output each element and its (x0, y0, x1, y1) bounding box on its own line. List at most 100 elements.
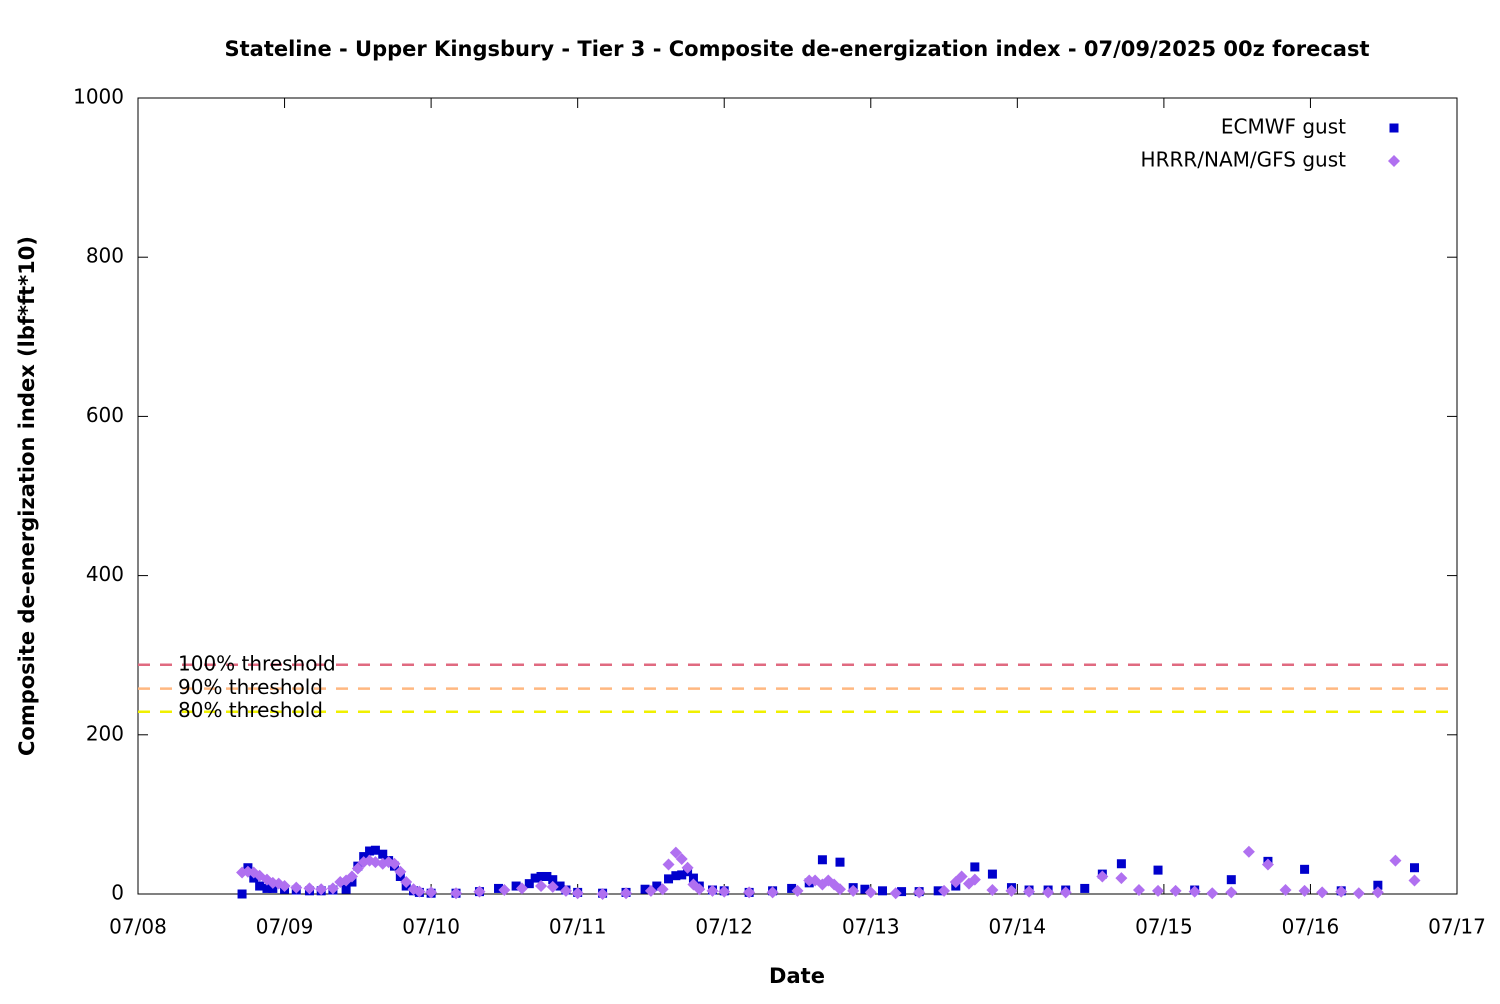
data-point (1242, 845, 1255, 858)
data-point (847, 884, 860, 897)
data-point (644, 884, 657, 897)
data-point (1408, 874, 1421, 887)
data-point (706, 884, 719, 897)
x-tick-label: 07/12 (695, 915, 753, 939)
y-tick-label: 600 (86, 403, 124, 427)
data-point (345, 870, 358, 883)
data-point (378, 849, 388, 859)
threshold-label: 80% threshold (178, 698, 323, 722)
data-point (677, 870, 687, 880)
data-point (743, 886, 756, 899)
data-point (688, 873, 698, 883)
data-point (1059, 886, 1072, 899)
data-point (1335, 885, 1348, 898)
data-point (341, 884, 351, 894)
data-point (546, 880, 559, 893)
data-point (1042, 886, 1055, 899)
data-point (1132, 884, 1145, 897)
data-point (303, 882, 316, 895)
data-point (278, 880, 291, 893)
data-point (524, 879, 534, 889)
x-tick-label: 07/10 (402, 915, 460, 939)
x-tick-label: 07/13 (842, 915, 900, 939)
threshold-label: 100% threshold (178, 651, 336, 675)
x-tick-label: 07/17 (1428, 915, 1486, 939)
legend-label: HRRR/NAM/GFS gust (1141, 148, 1347, 172)
legend-label: ECMWF gust (1221, 115, 1346, 139)
y-axis-label: Composite de-energization index (lbf*ft*… (15, 236, 39, 756)
data-point (620, 887, 633, 900)
data-point (671, 871, 681, 881)
data-point (1169, 884, 1182, 897)
data-point (817, 855, 827, 865)
data-point (555, 881, 565, 891)
data-point (664, 874, 674, 884)
data-point (835, 857, 845, 867)
data-point (662, 858, 675, 871)
data-point (365, 846, 375, 856)
data-point (675, 852, 688, 865)
data-point (548, 875, 558, 885)
x-axis-label: Date (769, 964, 825, 988)
data-point (834, 883, 847, 896)
data-point (1225, 886, 1238, 899)
data-point (494, 883, 504, 893)
x-tick-label: 07/15 (1135, 915, 1193, 939)
data-point (530, 873, 540, 883)
x-tick-label: 07/09 (256, 915, 314, 939)
x-tick-label: 07/16 (1282, 915, 1340, 939)
data-point (1226, 875, 1236, 885)
data-point (860, 884, 870, 894)
data-point (791, 884, 804, 897)
data-point (473, 885, 486, 898)
data-point (1389, 854, 1402, 867)
data-point (1298, 884, 1311, 897)
data-point (913, 886, 926, 899)
data-point (388, 857, 401, 870)
data-point (559, 884, 572, 897)
data-point (1023, 885, 1036, 898)
data-point (1153, 865, 1163, 875)
data-point (1352, 887, 1365, 900)
data-point (1279, 884, 1292, 897)
data-point (290, 881, 303, 894)
data-point (889, 887, 902, 900)
data-point (669, 846, 682, 859)
data-point (326, 882, 339, 895)
y-tick-label: 200 (86, 721, 124, 745)
data-point (1409, 863, 1419, 873)
data-point (370, 845, 380, 855)
legend-marker (1388, 155, 1400, 167)
data-point (542, 871, 552, 881)
threshold-label: 90% threshold (178, 675, 323, 699)
data-point (897, 887, 907, 897)
data-point (400, 876, 413, 889)
data-point (237, 889, 247, 899)
data-point (247, 866, 260, 879)
data-point (864, 886, 877, 899)
data-point (766, 886, 779, 899)
data-point (1116, 859, 1126, 869)
data-point (1096, 870, 1109, 883)
data-point (1206, 887, 1219, 900)
data-point (878, 886, 888, 896)
data-point (968, 873, 981, 886)
data-point (425, 886, 438, 899)
data-point (693, 883, 706, 896)
data-point (1316, 886, 1329, 899)
y-tick-label: 800 (86, 244, 124, 268)
data-point (255, 881, 265, 891)
data-point (515, 882, 528, 895)
data-point (1080, 883, 1090, 893)
data-point (938, 884, 951, 897)
data-point (1300, 864, 1310, 874)
data-point (656, 883, 669, 896)
data-point (787, 883, 797, 893)
data-point (1115, 872, 1128, 885)
data-point (413, 885, 426, 898)
data-point (596, 888, 609, 900)
data-point (640, 884, 650, 894)
data-point (970, 862, 980, 872)
x-tick-label: 07/08 (109, 915, 167, 939)
